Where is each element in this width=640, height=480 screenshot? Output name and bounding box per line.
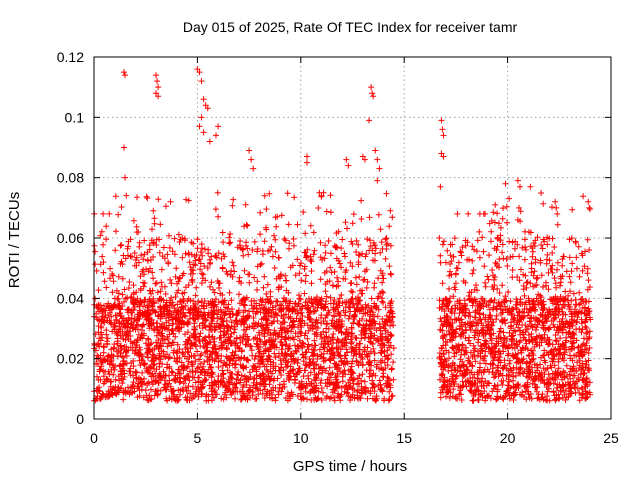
roti-point xyxy=(153,72,160,79)
roti-point xyxy=(438,150,445,157)
roti-point xyxy=(514,216,521,223)
roti-point xyxy=(370,93,377,100)
roti-point xyxy=(436,235,443,241)
y-tick-label: 0.1 xyxy=(65,109,85,125)
roti-point xyxy=(437,183,444,190)
roti-point xyxy=(304,159,311,166)
roti-point xyxy=(153,90,160,97)
roti-point xyxy=(440,153,447,160)
roti-point xyxy=(215,123,222,130)
roti-point xyxy=(369,90,376,97)
roti-point xyxy=(553,204,560,211)
roti-point xyxy=(154,78,161,85)
roti-point xyxy=(246,147,253,154)
roti-point-cloud xyxy=(91,189,594,404)
roti-point xyxy=(439,126,446,133)
roti-point xyxy=(359,153,366,160)
roti-point xyxy=(202,102,209,109)
y-tick-label: 0.04 xyxy=(57,290,84,306)
roti-point xyxy=(320,189,327,196)
roti-point xyxy=(368,84,375,91)
roti-point xyxy=(586,204,593,211)
roti-point xyxy=(250,165,257,172)
data-points xyxy=(91,66,594,404)
roti-point xyxy=(304,153,311,160)
x-tick-label: 20 xyxy=(500,430,516,446)
roti-point xyxy=(492,201,499,208)
x-axis-label: GPS time / hours xyxy=(293,458,407,475)
roti-point xyxy=(366,117,373,124)
roti-point xyxy=(204,105,211,112)
roti-point xyxy=(552,198,559,205)
axis-ticks xyxy=(93,56,612,420)
roti-point xyxy=(122,72,129,79)
x-tick-label: 0 xyxy=(90,430,98,446)
roti-point xyxy=(438,117,445,124)
roti-point xyxy=(585,198,592,205)
roti-point xyxy=(374,177,381,184)
roti-point xyxy=(343,156,350,163)
y-axis-label: ROTI / TECUs xyxy=(6,192,23,288)
x-tick-label: 5 xyxy=(194,430,202,446)
roti-point xyxy=(554,210,561,217)
roti-point xyxy=(502,180,509,187)
roti-point xyxy=(515,204,522,211)
roti-point xyxy=(196,123,203,130)
roti-point xyxy=(318,192,325,199)
roti-point xyxy=(206,138,213,145)
roti-point xyxy=(120,144,127,151)
roti-point xyxy=(517,183,524,190)
y-tick-label: 0.02 xyxy=(57,351,84,367)
roti-point xyxy=(200,129,207,136)
roti-point xyxy=(361,156,368,163)
roti-point xyxy=(155,84,162,91)
roti-point xyxy=(198,114,205,121)
x-tick-label: 15 xyxy=(396,430,412,446)
roti-point xyxy=(248,156,255,163)
y-tick-label: 0 xyxy=(76,411,84,427)
roti-point xyxy=(155,93,162,100)
roti-point xyxy=(372,147,379,154)
roti-point xyxy=(345,162,352,169)
roti-point xyxy=(374,156,381,163)
y-tick-label: 0.06 xyxy=(57,230,84,246)
roti-point xyxy=(198,78,205,85)
y-tick-label: 0.12 xyxy=(57,49,84,65)
roti-point xyxy=(514,177,521,184)
y-tick-labels: 0 0.02 0.04 0.06 0.08 0.1 0.12 xyxy=(57,49,84,427)
roti-point xyxy=(527,183,534,190)
roti-point xyxy=(440,132,447,139)
roti-point xyxy=(194,66,201,73)
roti-point xyxy=(196,69,203,76)
chart-title: Day 015 of 2025, Rate Of TEC Index for r… xyxy=(183,19,518,35)
y-tick-label: 0.08 xyxy=(57,170,84,186)
x-tick-labels: 0 5 10 15 20 25 xyxy=(90,430,619,446)
roti-point xyxy=(213,132,220,139)
x-tick-label: 10 xyxy=(293,430,309,446)
x-tick-label: 25 xyxy=(603,430,619,446)
roti-point xyxy=(122,174,129,181)
roti-point xyxy=(376,165,383,172)
roti-point xyxy=(120,69,127,76)
roti-point xyxy=(200,96,207,103)
